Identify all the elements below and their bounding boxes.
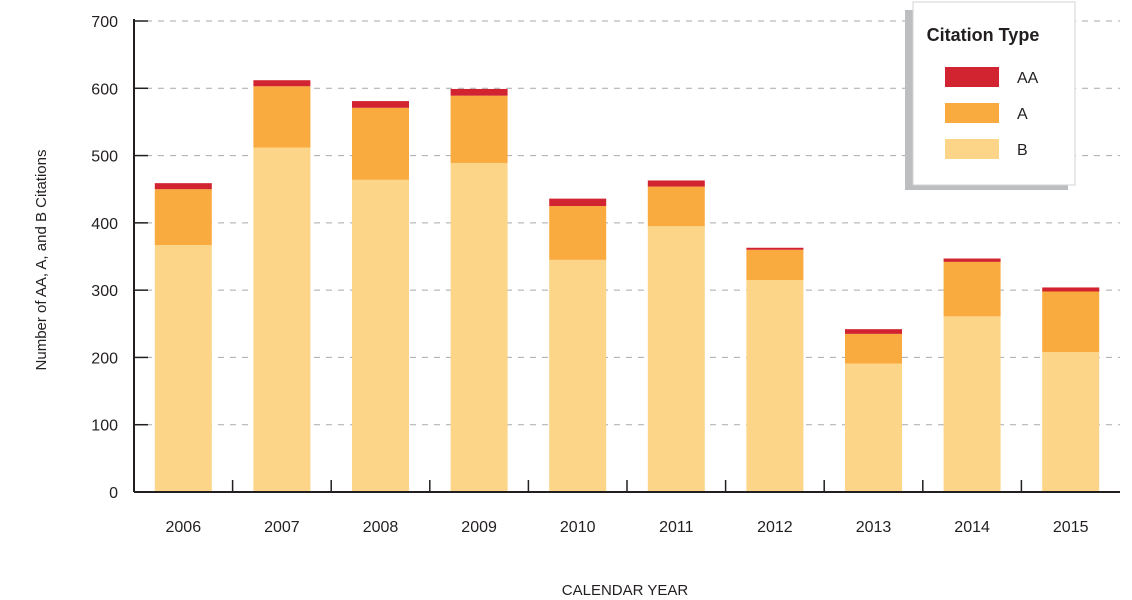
bar-stack-2012 (746, 247, 804, 492)
x-tick-label: 2006 (166, 519, 202, 536)
tick-labels: 0 100 200 300 400 500 600 700 2006 2007 2008 2009 20… (91, 14, 1088, 536)
bar-segment-B (943, 316, 1001, 492)
y-tick-label: 600 (91, 81, 118, 98)
y-tick-label: 200 (91, 350, 118, 367)
bar-segment-A (943, 261, 1001, 317)
x-tick-label: 2015 (1053, 519, 1089, 536)
bar-segment-AA (845, 329, 902, 334)
legend-swatch-B (945, 139, 999, 159)
y-tick-label: 700 (91, 14, 118, 31)
bar-stack-2006 (154, 183, 212, 492)
bar-stack-2011 (647, 180, 705, 492)
legend-label-A: A (1017, 106, 1028, 123)
bar-stack-2013 (845, 329, 902, 492)
bar-stack-2015 (1042, 287, 1100, 492)
bar-segment-AA (450, 88, 508, 96)
x-tick-label: 2013 (856, 519, 892, 536)
bar-stack-2008 (352, 101, 409, 492)
bar-segment-AA (647, 180, 705, 187)
bar-segment-A (746, 249, 804, 281)
x-tick-label: 2009 (461, 519, 497, 536)
x-tick-label: 2007 (264, 519, 300, 536)
legend-label-AA: AA (1017, 70, 1039, 87)
bar-segment-B (549, 259, 607, 492)
bar-segment-A (352, 107, 409, 180)
x-tick-label: 2010 (560, 519, 596, 536)
bar-segment-AA (154, 183, 212, 190)
bar-segment-AA (943, 258, 1001, 262)
bar-segment-A (647, 186, 705, 227)
bar-stacks (154, 80, 1100, 493)
legend-title: Citation Type (927, 25, 1040, 45)
bar-segment-B (154, 245, 212, 492)
bar-segment-A (253, 86, 311, 148)
bar-stack-2007 (253, 80, 311, 493)
bar-segment-B (450, 162, 508, 493)
bar-segment-AA (549, 198, 607, 207)
bar-segment-B (352, 179, 409, 492)
bar-stack-2009 (450, 88, 508, 493)
bar-segment-AA (253, 80, 311, 87)
legend-swatch-A (945, 103, 999, 123)
bar-stack-2014 (943, 258, 1001, 492)
bar-segment-A (1042, 291, 1100, 353)
x-axis-title: CALENDAR YEAR (562, 582, 689, 599)
bar-segment-A (845, 333, 902, 364)
bar-segment-B (647, 226, 705, 492)
bar-stack-2010 (549, 198, 607, 492)
y-tick-label: 300 (91, 283, 118, 300)
bar-segment-A (154, 189, 212, 246)
y-tick-label: 400 (91, 216, 118, 233)
y-tick-label: 500 (91, 149, 118, 166)
x-tick-label: 2012 (757, 519, 793, 536)
bar-segment-AA (746, 247, 804, 250)
bar-segment-AA (352, 101, 409, 108)
bar-segment-A (549, 206, 607, 260)
bar-segment-B (746, 280, 804, 492)
x-tick-label: 2008 (363, 519, 399, 536)
bar-segment-A (450, 95, 508, 163)
x-tick-label: 2014 (954, 519, 990, 536)
legend-label-B: B (1017, 142, 1028, 159)
axes (133, 19, 1120, 493)
x-tick-label: 2011 (659, 519, 694, 536)
bar-segment-B (253, 147, 311, 493)
y-axis-title: Number of AA, A, and B Citations (33, 150, 50, 371)
y-tick-label: 0 (109, 485, 118, 502)
bar-segment-AA (1042, 287, 1100, 292)
bar-segment-B (1042, 352, 1100, 492)
bar-segment-B (845, 363, 902, 492)
legend-swatch-AA (945, 67, 999, 87)
y-tick-label: 100 (91, 418, 118, 435)
